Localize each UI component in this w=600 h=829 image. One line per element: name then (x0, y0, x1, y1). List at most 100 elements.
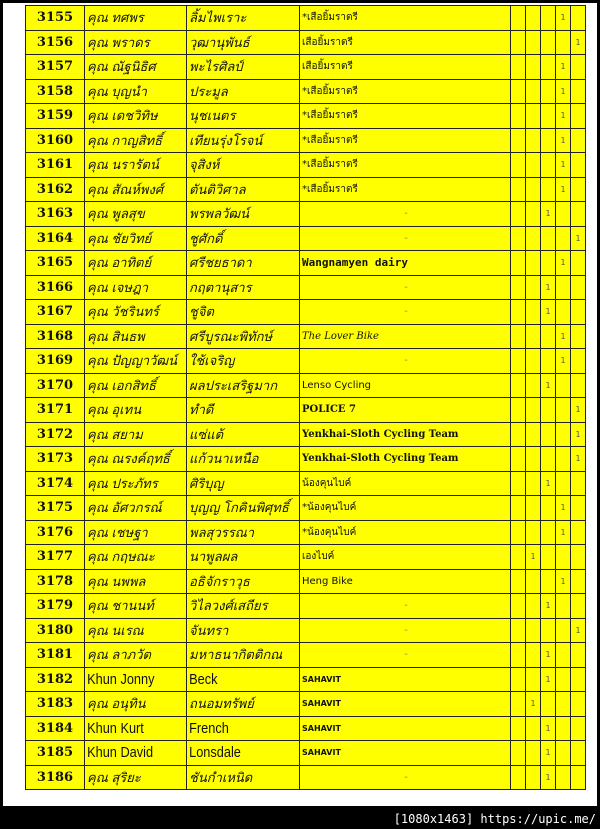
table-row: 3182 Khun Jonny Beck SAHAVIT 1 (25, 666, 586, 692)
first-name: คุณ พูลสุข (84, 201, 187, 227)
mark-cell (525, 176, 541, 202)
row-number: 3183 (25, 691, 85, 717)
mark-cell (525, 29, 541, 55)
mark-cell: 1 (555, 54, 571, 80)
mark-cell (525, 397, 541, 423)
mark-cell (540, 519, 556, 545)
club-name: *น้องคุนไบค์ (299, 519, 511, 545)
mark-cell (570, 666, 586, 692)
last-name: นาพูลผล (186, 544, 300, 570)
mark-cell (570, 764, 586, 790)
mark-cell (570, 348, 586, 374)
mark-cell (525, 78, 541, 104)
mark-cell (510, 250, 526, 276)
club-name: Lenso Cycling (299, 372, 511, 398)
table-row: 3177 คุณ กฤษณะ นาพูลผล เองไบค์ 1 (25, 544, 586, 570)
first-name: คุณ เจษฎา (84, 274, 187, 300)
table-row: 3185 Khun David Lonsdale SAHAVIT 1 (25, 740, 586, 766)
first-name: คุณ ชัยวิทย์ (84, 225, 187, 251)
mark-cell: 1 (540, 470, 556, 496)
first-name: Khun Kurt (84, 715, 172, 741)
mark-cell (540, 421, 556, 447)
club-name: - (299, 274, 511, 300)
row-number: 3186 (25, 764, 85, 790)
mark-cell: 1 (540, 715, 556, 741)
mark-cell (570, 274, 586, 300)
first-name: คุณ ประภัทร (84, 470, 187, 496)
mark-cell (555, 740, 571, 766)
first-name: คุณ อนุทิน (84, 691, 187, 717)
mark-cell: 1 (555, 568, 571, 594)
last-name: จันทรา (186, 617, 300, 643)
image-size-watermark: [1080x1463] https://upic.me/ (393, 812, 596, 826)
mark-cell (540, 5, 556, 31)
mark-cell (540, 495, 556, 521)
table-row: 3155 คุณ ทศพร ลิ้มไพเราะ *เสือยิ้มราตรี 1 (25, 5, 586, 31)
mark-cell: 1 (555, 103, 571, 129)
mark-cell (570, 5, 586, 31)
mark-cell (570, 691, 586, 717)
table-row: 3176 คุณ เชษฐา พลสุวรรณา *น้องคุนไบค์ 1 (25, 519, 586, 545)
mark-cell (525, 568, 541, 594)
first-name: คุณ อุเทน (84, 397, 187, 423)
mark-cell (510, 78, 526, 104)
last-name: ชูศักดิ์ (186, 225, 300, 251)
mark-cell (540, 176, 556, 202)
mark-cell (570, 642, 586, 668)
club-name: SAHAVIT (299, 691, 511, 717)
table-row: 3161 คุณ นรารัตน์ จุสิงห์ *เสือยิ้มราตรี 1 (25, 152, 586, 178)
mark-cell (555, 201, 571, 227)
mark-cell (555, 715, 571, 741)
mark-cell (510, 495, 526, 521)
club-name: น้องคุนไบค์ (299, 470, 511, 496)
participant-table: 3155 คุณ ทศพร ลิ้มไพเราะ *เสือยิ้มราตรี 1 315… (25, 5, 586, 790)
mark-cell: 1 (570, 29, 586, 55)
row-number: 3160 (25, 127, 85, 153)
last-name: ลิ้มไพเราะ (186, 5, 300, 31)
mark-cell (525, 470, 541, 496)
table-row: 3167 คุณ วัชรินทร์ ชูจิต - 1 (25, 299, 586, 325)
club-name: - (299, 593, 511, 619)
club-name: *เสือยิ้มราตรี (299, 176, 511, 202)
row-number: 3169 (25, 348, 85, 374)
mark-cell (525, 715, 541, 741)
mark-cell: 1 (525, 544, 541, 570)
club-name: *เสือยิ้มราตรี (299, 152, 511, 178)
first-name: คุณ ลาภวัต (84, 642, 187, 668)
mark-cell (525, 201, 541, 227)
first-name: คุณ เอกสิทธิ์ (84, 372, 187, 398)
last-name: ศรีบูรณะพิทักษ์ (186, 323, 300, 349)
mark-cell (525, 617, 541, 643)
first-name: Khun Jonny (84, 666, 172, 692)
row-number: 3161 (25, 152, 85, 178)
mark-cell (570, 323, 586, 349)
table-row: 3174 คุณ ประภัทร ศิริบุญ น้องคุนไบค์ 1 (25, 470, 586, 496)
mark-cell (540, 691, 556, 717)
row-number: 3163 (25, 201, 85, 227)
row-number: 3168 (25, 323, 85, 349)
club-name: Wangnamyen dairy (299, 250, 511, 276)
mark-cell (525, 348, 541, 374)
mark-cell (525, 519, 541, 545)
mark-cell (555, 274, 571, 300)
first-name: คุณ กฤษณะ (84, 544, 187, 570)
last-name: ผลประเสริฐมาก (186, 372, 300, 398)
mark-cell (555, 470, 571, 496)
mark-cell (570, 740, 586, 766)
club-name: SAHAVIT (299, 715, 511, 741)
row-number: 3170 (25, 372, 85, 398)
row-number: 3179 (25, 593, 85, 619)
table-row: 3170 คุณ เอกสิทธิ์ ผลประเสริฐมาก Lenso Cycl… (25, 372, 586, 398)
mark-cell: 1 (570, 446, 586, 472)
mark-cell (540, 250, 556, 276)
table-row: 3186 คุณ สุริยะ ชันกำเหนิด - 1 (25, 764, 586, 790)
club-name: *เสือยิ้มราตรี (299, 5, 511, 31)
mark-cell (540, 568, 556, 594)
club-name: - (299, 617, 511, 643)
club-name: SAHAVIT (299, 740, 511, 766)
mark-cell (555, 666, 571, 692)
mark-cell (570, 152, 586, 178)
mark-cell (525, 372, 541, 398)
last-name: อธิจักราวุธ (186, 568, 300, 594)
mark-cell (540, 446, 556, 472)
